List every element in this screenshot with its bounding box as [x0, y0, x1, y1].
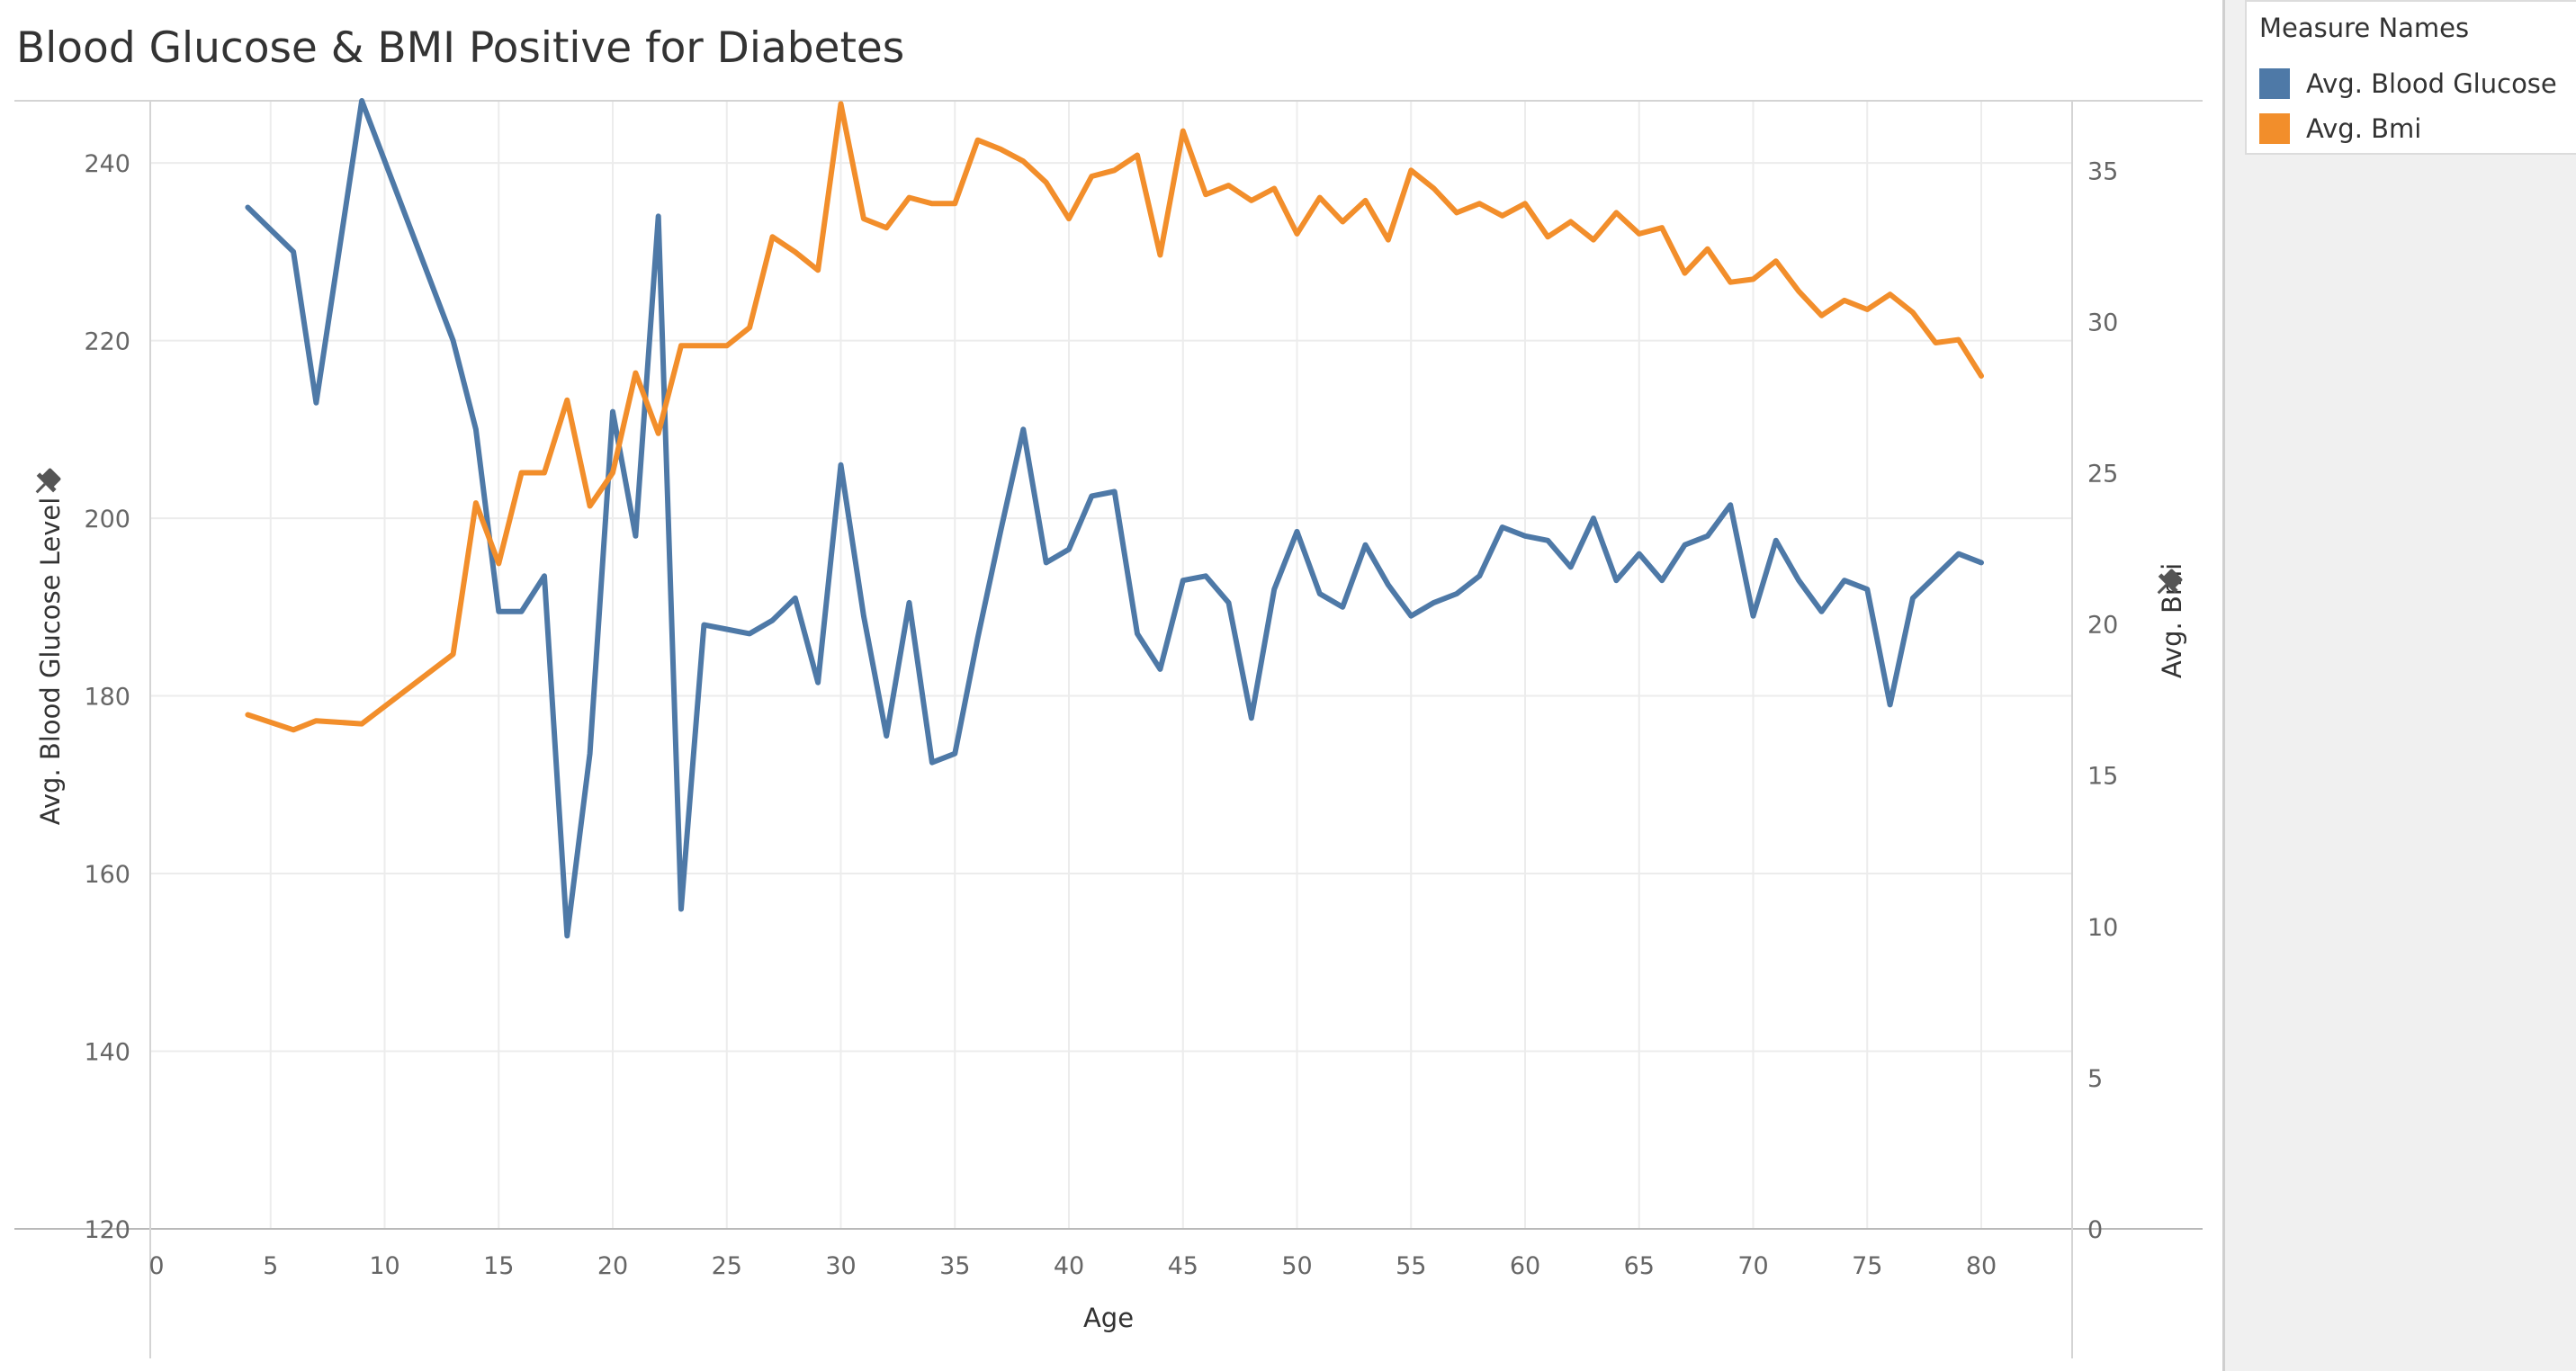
- chart-title: Blood Glucose & BMI Positive for Diabete…: [16, 23, 905, 73]
- legend-label: Avg. Bmi: [2306, 113, 2422, 144]
- pin-icon-right[interactable]: [2150, 566, 2186, 602]
- x-tick-label: 70: [1737, 1252, 1768, 1280]
- legend-item-bmi[interactable]: Avg. Bmi: [2259, 112, 2574, 148]
- y-right-tick-label: 35: [2087, 157, 2118, 185]
- legend-swatch-orange: [2259, 113, 2290, 144]
- x-tick-label: 30: [825, 1252, 856, 1280]
- x-tick-label: 65: [1624, 1252, 1655, 1280]
- x-tick-label: 35: [939, 1252, 970, 1280]
- y-left-tick-label: 200: [84, 506, 130, 533]
- y-left-tick-label: 220: [84, 328, 130, 356]
- pin-icon-left[interactable]: [28, 465, 64, 501]
- x-tick-label: 45: [1168, 1252, 1198, 1280]
- x-tick-label: 55: [1396, 1252, 1426, 1280]
- y-left-tick-label: 160: [84, 861, 130, 889]
- y-left-tick-label: 240: [84, 150, 130, 178]
- legend-item-blood-glucose[interactable]: Avg. Blood Glucose L..: [2259, 67, 2574, 103]
- series-line-blood-glucose: [245, 98, 1984, 939]
- legend-title: Measure Names: [2259, 13, 2470, 43]
- legend: Measure Names Avg. Blood Glucose L.. Avg…: [2245, 0, 2576, 155]
- legend-swatch-blue: [2259, 68, 2290, 99]
- y-right-tick-label: 0: [2087, 1216, 2103, 1244]
- x-tick-label: 10: [369, 1252, 399, 1280]
- x-tick-label: 5: [263, 1252, 278, 1280]
- axes-layer: [14, 100, 2203, 1358]
- x-tick-label: 20: [597, 1252, 628, 1280]
- legend-label: Avg. Blood Glucose L..: [2306, 68, 2567, 99]
- y-right-tick-label: 25: [2087, 461, 2118, 488]
- x-tick-label: 60: [1510, 1252, 1540, 1280]
- y-axis-left-title: Avg. Blood Glucose Level: [35, 497, 66, 826]
- x-tick-label: 15: [483, 1252, 514, 1280]
- series-line-bmi: [245, 101, 1984, 733]
- y-right-tick-label: 5: [2087, 1065, 2103, 1093]
- x-tick-label: 80: [1966, 1252, 1997, 1280]
- grid-layer: [150, 101, 2072, 1229]
- y-right-tick-label: 30: [2087, 309, 2118, 336]
- x-tick-label: 50: [1281, 1252, 1312, 1280]
- y-right-tick-label: 20: [2087, 612, 2118, 640]
- y-left-tick-label: 180: [84, 684, 130, 712]
- y-left-tick-label: 120: [84, 1216, 130, 1244]
- x-tick-label: 0: [148, 1252, 164, 1280]
- y-right-tick-label: 10: [2087, 914, 2118, 942]
- legend-panel: Measure Names Avg. Blood Glucose L.. Avg…: [2222, 0, 2576, 1371]
- x-tick-label: 25: [712, 1252, 742, 1280]
- chart-area: Blood Glucose & BMI Positive for Diabete…: [14, 23, 2203, 1358]
- y-right-tick-label: 15: [2087, 763, 2118, 791]
- y-left-tick-label: 140: [84, 1039, 130, 1067]
- x-tick-label: 75: [1852, 1252, 1882, 1280]
- series-layer: [245, 98, 1984, 939]
- x-axis-title: Age: [1083, 1303, 1134, 1333]
- x-tick-label: 40: [1054, 1252, 1084, 1280]
